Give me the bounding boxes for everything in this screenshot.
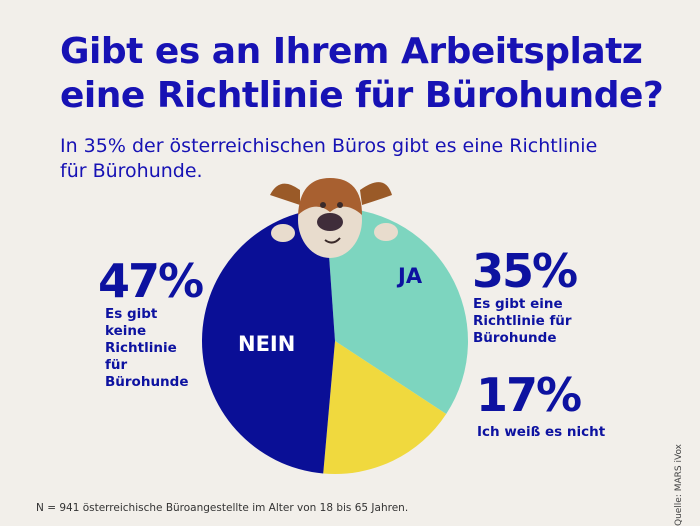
desc-unknown: Ich weiß es nicht	[477, 424, 606, 440]
percent-ja: 35%	[472, 244, 578, 298]
desc-ja: Es gibt eine Richtlinie für Bürohunde	[473, 296, 572, 346]
percent-unknown: 17%	[476, 368, 582, 422]
pie-slice-unknown	[323, 341, 447, 474]
dog-icon	[270, 178, 398, 258]
slice-label-ja: JA	[398, 264, 423, 288]
pie-slice-ja	[325, 208, 469, 414]
percent-nein: 47%	[98, 254, 204, 308]
desc-nein: Es gibt keine Richtlinie für Bürohunde	[105, 306, 189, 390]
chart-subtitle: In 35% der österreichischen Büros gibt e…	[60, 135, 598, 182]
slice-label-nein: NEIN	[238, 332, 296, 356]
pie-slice-nein	[201, 208, 335, 474]
footnote: N = 941 österreichische Büroangestellte …	[36, 502, 409, 514]
chart-title: Gibt es an Ihrem Arbeitsplatz eine Richt…	[60, 31, 664, 116]
source-note: Quelle: MARS iVox	[673, 443, 684, 526]
